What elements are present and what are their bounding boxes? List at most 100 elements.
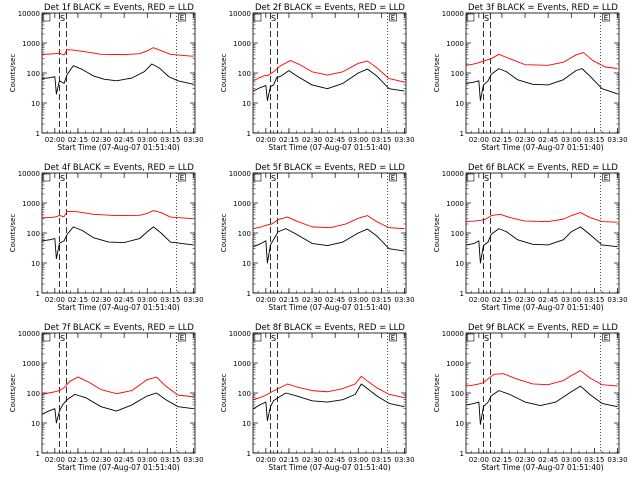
y-tick-label: 10000 xyxy=(18,330,40,338)
events-series-line xyxy=(466,385,618,425)
x-tick-label: 03:00 xyxy=(137,296,157,304)
start-marker-label: S xyxy=(271,334,276,343)
x-axis-label: Start Time (07-Aug-07 01:51:40) xyxy=(57,143,179,152)
corner-box xyxy=(253,333,262,342)
x-tick-label: 02:00 xyxy=(469,456,489,464)
detector-panel: Det 1f BLACK = Events, RED = LLD 1 10 100 10… xyxy=(9,3,204,152)
y-tick-label: 100 xyxy=(238,390,251,398)
y-axis-label: Counts/sec xyxy=(433,54,441,93)
x-tick-label: 03:15 xyxy=(160,296,180,304)
x-tick-label: 03:30 xyxy=(183,456,203,464)
lld-series-line xyxy=(253,215,405,230)
y-tick-label: 10 xyxy=(242,260,251,268)
series-group xyxy=(466,52,618,102)
end-marker-label: E xyxy=(391,174,395,182)
y-tick-label: 100 xyxy=(451,70,464,78)
x-tick-label: 02:30 xyxy=(302,456,322,464)
x-tick-label: 03:15 xyxy=(160,456,180,464)
y-tick-label: 1 xyxy=(247,130,251,138)
y-tick-label: 1000 xyxy=(22,40,40,48)
x-tick-label: 02:00 xyxy=(45,136,65,144)
y-tick-label: 100 xyxy=(27,70,40,78)
lld-series-line xyxy=(42,376,194,398)
x-tick-label: 03:30 xyxy=(607,296,627,304)
x-axis-label: Start Time (07-Aug-07 01:51:40) xyxy=(481,463,603,472)
lld-series-line xyxy=(466,370,618,387)
end-marker-box xyxy=(389,333,397,342)
start-marker-label: S xyxy=(60,14,65,23)
events-series-line xyxy=(42,392,194,424)
x-tick-label: 03:15 xyxy=(160,136,180,144)
y-tick-label: 100 xyxy=(451,230,464,238)
end-marker-label: E xyxy=(604,334,608,342)
end-marker-box xyxy=(178,333,186,342)
y-tick-label: 100 xyxy=(27,390,40,398)
corner-box xyxy=(42,13,51,22)
end-marker-box xyxy=(389,173,397,182)
y-tick-label: 1 xyxy=(36,130,40,138)
lld-series-line xyxy=(42,47,194,57)
y-tick-label: 1 xyxy=(36,290,40,298)
series-group xyxy=(42,210,194,260)
end-marker-label: E xyxy=(391,14,395,22)
x-tick-label: 02:45 xyxy=(325,456,345,464)
x-tick-label: 02:30 xyxy=(302,136,322,144)
panel-title: Det 1f BLACK = Events, RED = LLD xyxy=(44,3,194,13)
x-tick-label: 03:15 xyxy=(584,296,604,304)
y-tick-label: 1 xyxy=(36,450,40,458)
y-tick-label: 10 xyxy=(242,100,251,108)
x-tick-label: 02:30 xyxy=(91,296,111,304)
detector-panel: Det 8f BLACK = Events, RED = LLD 1 10 100 10… xyxy=(220,323,415,472)
series-group xyxy=(253,60,405,102)
y-axis-label: Counts/sec xyxy=(433,214,441,253)
corner-box xyxy=(253,173,262,182)
x-tick-label: 03:00 xyxy=(561,136,581,144)
x-tick-label: 03:15 xyxy=(371,456,391,464)
x-tick-label: 02:15 xyxy=(68,136,88,144)
start-marker-label: S xyxy=(271,14,276,23)
x-tick-label: 02:30 xyxy=(515,296,535,304)
x-tick-label: 03:00 xyxy=(348,456,368,464)
y-tick-label: 10 xyxy=(455,420,464,428)
x-tick-label: 03:15 xyxy=(371,296,391,304)
x-tick-label: 03:00 xyxy=(348,136,368,144)
start-marker-label: S xyxy=(60,174,65,183)
corner-box xyxy=(466,333,475,342)
y-axis-label: Counts/sec xyxy=(433,374,441,413)
events-series-line xyxy=(253,68,405,102)
y-tick-label: 10000 xyxy=(18,170,40,178)
x-tick-label: 03:30 xyxy=(607,136,627,144)
panel-title: Det 9f BLACK = Events, RED = LLD xyxy=(468,323,618,333)
series-group xyxy=(42,47,194,95)
lld-series-line xyxy=(466,212,618,223)
x-tick-label: 03:30 xyxy=(394,456,414,464)
x-axis-label: Start Time (07-Aug-07 01:51:40) xyxy=(481,303,603,312)
x-tick-label: 03:00 xyxy=(561,456,581,464)
y-tick-label: 10000 xyxy=(229,330,251,338)
y-tick-label: 1000 xyxy=(446,360,464,368)
lld-series-line xyxy=(253,60,405,83)
events-series-line xyxy=(42,63,194,95)
x-tick-label: 03:30 xyxy=(183,296,203,304)
x-tick-label: 02:00 xyxy=(469,296,489,304)
x-tick-label: 02:00 xyxy=(256,456,276,464)
x-tick-label: 02:45 xyxy=(325,296,345,304)
y-axis-label: Counts/sec xyxy=(9,54,17,93)
lld-series-line xyxy=(42,210,194,220)
y-tick-label: 10000 xyxy=(229,170,251,178)
y-axis-label: Counts/sec xyxy=(220,214,228,253)
x-axis-label: Start Time (07-Aug-07 01:51:40) xyxy=(57,463,179,472)
y-tick-label: 10 xyxy=(455,100,464,108)
x-tick-label: 03:00 xyxy=(561,296,581,304)
series-group xyxy=(253,215,405,264)
x-tick-label: 03:15 xyxy=(584,136,604,144)
plot-frame xyxy=(465,172,620,294)
corner-box xyxy=(466,13,475,22)
y-tick-label: 1000 xyxy=(233,200,251,208)
y-tick-label: 10 xyxy=(455,260,464,268)
y-tick-label: 10000 xyxy=(442,330,464,338)
x-tick-label: 03:15 xyxy=(584,456,604,464)
x-tick-label: 02:15 xyxy=(279,296,299,304)
plot-frame xyxy=(252,172,407,294)
x-tick-label: 02:45 xyxy=(114,136,134,144)
